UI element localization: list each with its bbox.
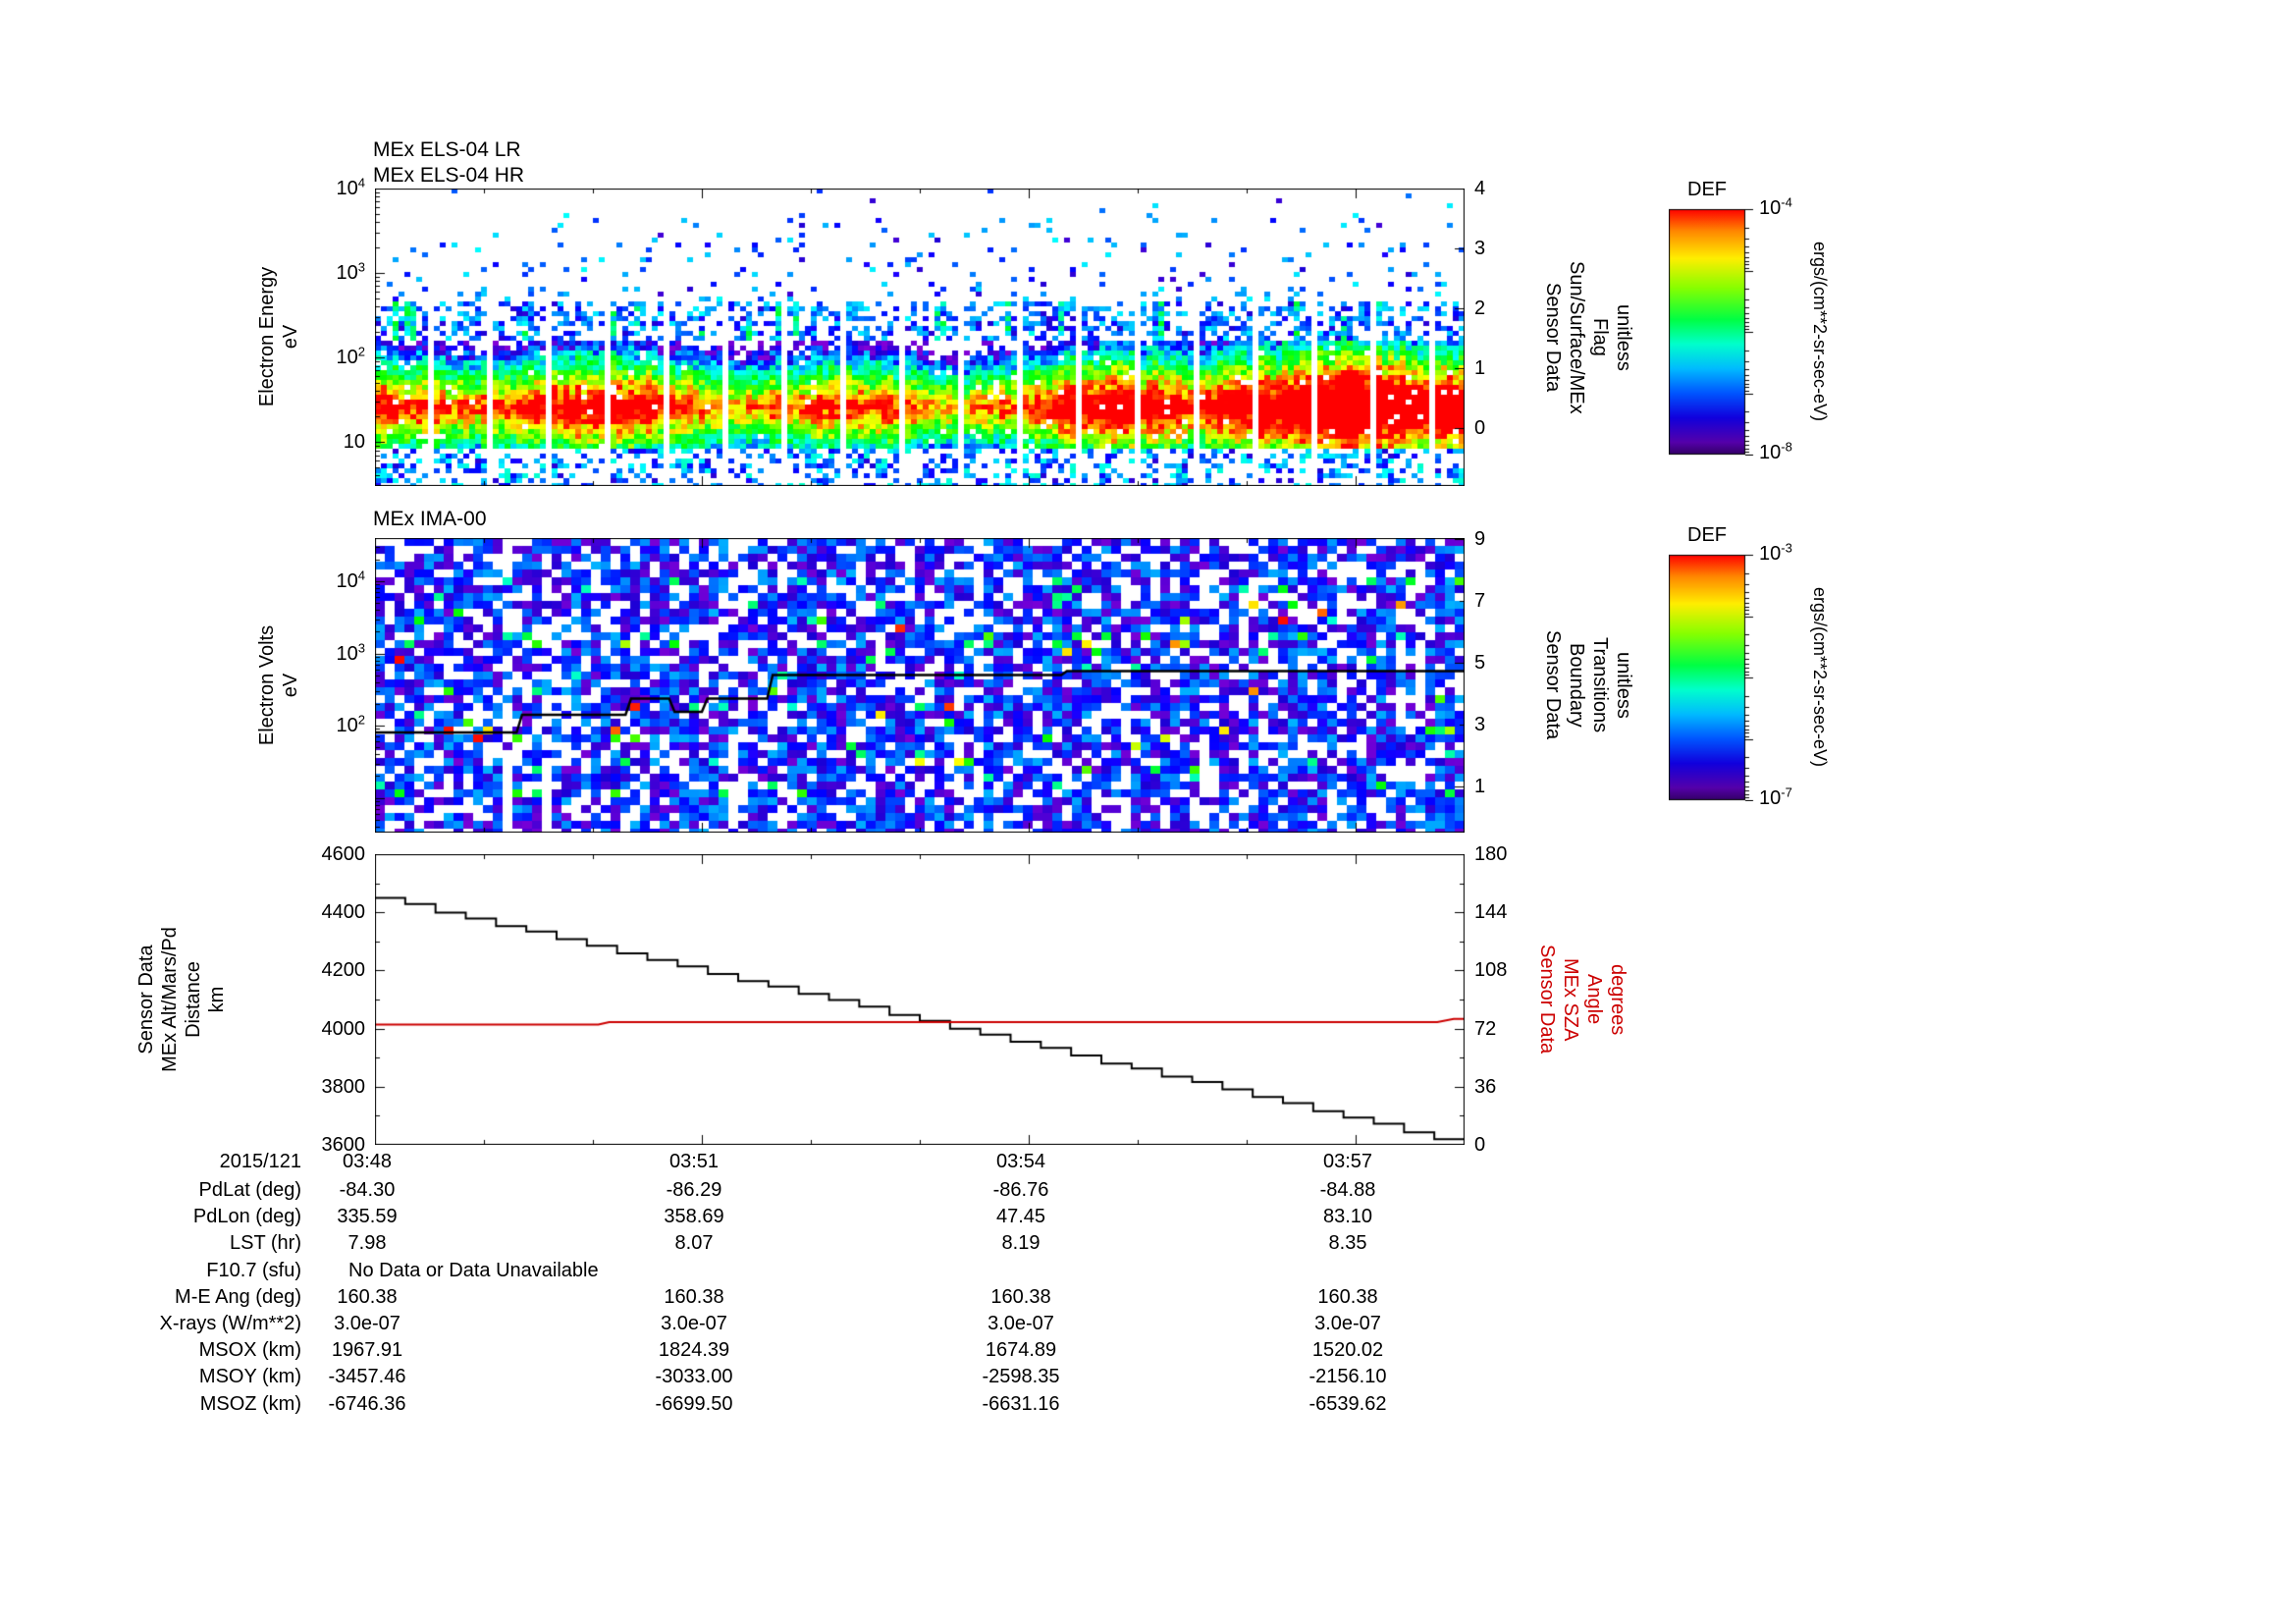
table-cell: 160.38 <box>337 1285 398 1308</box>
els-flag-label: Sensor Data Sun/Surface/MEx Flag unitles… <box>1542 260 1634 414</box>
ima-title: MEx IMA-00 <box>373 508 487 530</box>
alt-right-tick-label: 72 <box>1474 1018 1497 1040</box>
table-note: No Data or Data Unavailable <box>348 1259 599 1281</box>
els-colorbar <box>1669 208 1759 456</box>
els-flag-tick-label: 1 <box>1474 357 1486 379</box>
table-cell: -6539.62 <box>1308 1392 1387 1415</box>
alt-right-tick-label: 0 <box>1474 1134 1486 1156</box>
x-tick-label: 03:48 <box>342 1151 393 1172</box>
els-ylabel: Electron Energy eV <box>256 266 301 407</box>
table-cell: 160.38 <box>1317 1285 1378 1308</box>
x-tick-label: 03:51 <box>668 1151 720 1172</box>
table-cell: 160.38 <box>990 1285 1051 1308</box>
ima-right-tick-label: 9 <box>1474 528 1486 550</box>
x-tick-label: 03:54 <box>995 1151 1046 1172</box>
table-cell: 8.35 <box>1328 1232 1367 1255</box>
ima-colorbar-max-label: 10-3 <box>1759 540 1792 565</box>
table-row-label: X-rays (W/m**2) <box>159 1313 301 1334</box>
alt-left-tick-label: 3600 <box>321 1134 366 1156</box>
els-title-hr: MEx ELS-04 HR <box>373 164 525 187</box>
table-cell: 3.0e-07 <box>988 1313 1054 1334</box>
els-colorbar-units: ergs/(cm**2-sr-sec-eV) <box>1810 242 1830 422</box>
table-row-label: M-E Ang (deg) <box>175 1285 301 1308</box>
alt-left-tick-label: 4400 <box>321 901 366 923</box>
alt-left-label: Sensor Data MEx Alt/Mars/Pd Distance km <box>135 927 228 1072</box>
table-cell: 7.98 <box>347 1232 387 1255</box>
els-y-tick-label: 104 <box>336 175 365 199</box>
alt-right-tick-label: 180 <box>1474 843 1508 865</box>
table-cell: 160.38 <box>664 1285 724 1308</box>
table-cell: -86.29 <box>666 1179 722 1201</box>
x-tick-label: 03:57 <box>1322 1151 1373 1172</box>
ima-spectrogram <box>375 538 1465 833</box>
ima-right-tick-label: 7 <box>1474 590 1486 612</box>
table-row-label: MSOY (km) <box>198 1366 301 1388</box>
alt-left-tick-label: 4600 <box>321 843 366 865</box>
table-row-label: LST (hr) <box>230 1232 301 1255</box>
els-flag-tick-label: 3 <box>1474 238 1486 259</box>
ima-right-tick-label: 1 <box>1474 776 1486 797</box>
table-cell: 83.10 <box>1322 1206 1373 1228</box>
els-flag-tick-label: 2 <box>1474 298 1486 319</box>
table-cell: -84.88 <box>1319 1179 1376 1201</box>
table-cell: 335.59 <box>337 1206 398 1228</box>
table-cell: -2156.10 <box>1308 1366 1387 1388</box>
table-cell: 1824.39 <box>658 1339 730 1362</box>
els-y-tick-label: 102 <box>336 344 365 368</box>
table-row-label: F10.7 (sfu) <box>206 1259 301 1281</box>
els-flag-tick-label: 4 <box>1474 178 1486 199</box>
table-cell: -6631.16 <box>982 1392 1060 1415</box>
table-cell: 3.0e-07 <box>1314 1313 1381 1334</box>
table-cell: 3.0e-07 <box>334 1313 400 1334</box>
table-cell: -86.76 <box>992 1179 1049 1201</box>
table-cell: 47.45 <box>995 1206 1046 1228</box>
table-row-label: MSOX (km) <box>198 1339 301 1362</box>
els-colorbar-min-label: 10-8 <box>1759 439 1792 463</box>
date-label: 2015/121 <box>219 1151 301 1172</box>
els-title-lr: MEx ELS-04 LR <box>373 138 521 161</box>
table-cell: -6699.50 <box>655 1392 733 1415</box>
ima-colorbar <box>1669 554 1759 801</box>
alt-left-tick-label: 3800 <box>321 1076 366 1098</box>
table-cell: 3.0e-07 <box>661 1313 727 1334</box>
table-cell: 1520.02 <box>1311 1339 1384 1362</box>
table-row-label: MSOZ (km) <box>199 1392 301 1415</box>
table-cell: 1967.91 <box>331 1339 403 1362</box>
table-row-label: PdLon (deg) <box>192 1206 301 1228</box>
ima-colorbar-units: ergs/(cm**2-sr-sec-eV) <box>1810 587 1830 768</box>
els-colorbar-title: DEF <box>1687 179 1727 200</box>
els-colorbar-max-label: 10-4 <box>1759 194 1792 219</box>
els-flag-tick-label: 0 <box>1474 417 1486 439</box>
table-cell: -3457.46 <box>328 1366 406 1388</box>
alt-right-tick-label: 36 <box>1474 1076 1497 1098</box>
alt-right-tick-label: 144 <box>1474 901 1508 923</box>
table-cell: -2598.35 <box>982 1366 1060 1388</box>
alt-right-tick-label: 108 <box>1474 959 1508 981</box>
ima-colorbar-min-label: 10-7 <box>1759 784 1792 809</box>
ima-right-tick-label: 5 <box>1474 652 1486 674</box>
els-y-tick-label: 10 <box>343 431 365 453</box>
els-spectrogram <box>375 189 1465 486</box>
ima-right-tick-label: 3 <box>1474 714 1486 735</box>
ima-y-tick-label: 104 <box>336 568 365 592</box>
table-cell: -6746.36 <box>328 1392 406 1415</box>
table-cell: 1674.89 <box>985 1339 1057 1362</box>
table-row-label: PdLat (deg) <box>198 1179 301 1201</box>
ima-colorbar-title: DEF <box>1687 524 1727 546</box>
els-y-tick-label: 103 <box>336 259 365 284</box>
ima-y-tick-label: 102 <box>336 712 365 736</box>
table-cell: -84.30 <box>339 1179 396 1201</box>
altitude-sza-plot <box>375 854 1465 1145</box>
ima-y-tick-label: 103 <box>336 640 365 665</box>
table-cell: 358.69 <box>664 1206 724 1228</box>
alt-left-tick-label: 4000 <box>321 1018 366 1040</box>
alt-left-tick-label: 4200 <box>321 959 366 981</box>
table-cell: 8.19 <box>1001 1232 1041 1255</box>
table-cell: -3033.00 <box>655 1366 733 1388</box>
alt-sza-label: Sensor Data MEx SZA Angle degrees <box>1536 945 1629 1055</box>
table-cell: 8.07 <box>674 1232 714 1255</box>
ima-right-label: Sensor Data Boundary Transitions unitles… <box>1542 630 1634 740</box>
